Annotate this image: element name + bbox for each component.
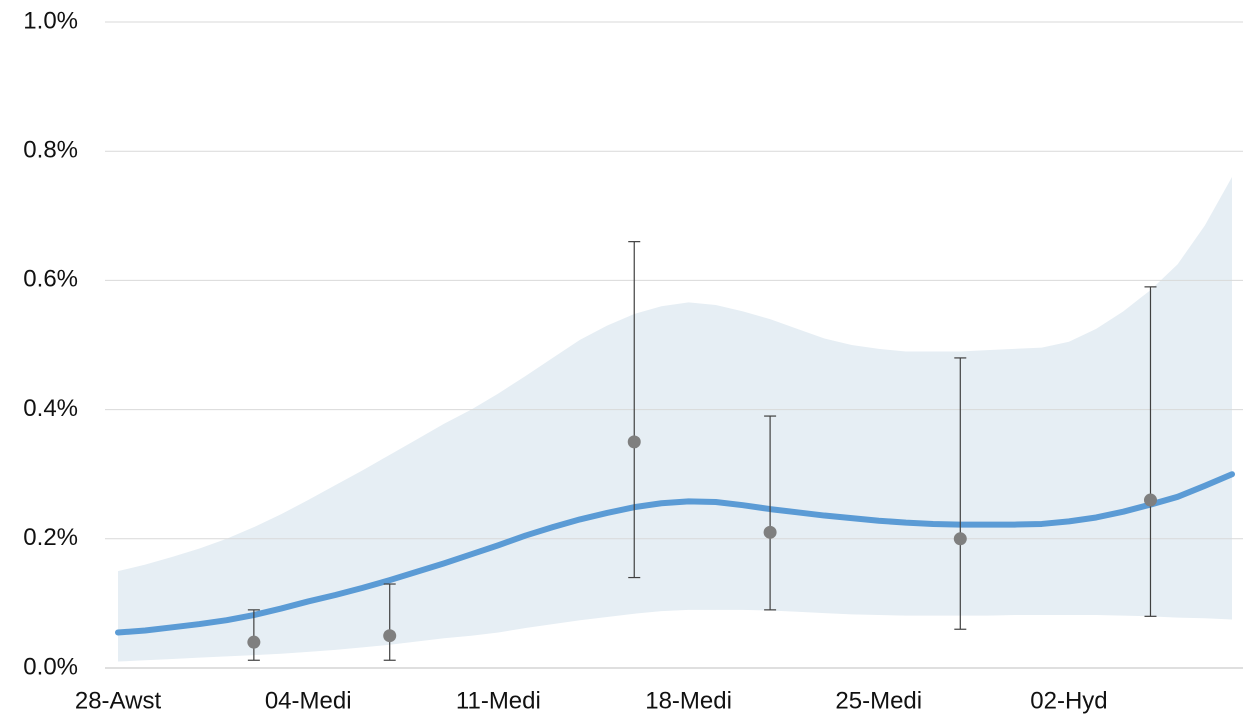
y-tick-label: 0.6% — [23, 266, 78, 293]
y-tick-label: 0.0% — [23, 653, 78, 680]
data-point — [763, 525, 777, 539]
trend-line — [115, 471, 1235, 636]
x-tick-label: 28-Awst — [75, 687, 162, 714]
data-point — [953, 532, 967, 546]
x-tick-label: 04-Medi — [265, 687, 352, 714]
x-tick-label: 02-Hyd — [1030, 687, 1107, 714]
data-point — [1143, 493, 1157, 507]
y-tick-label: 0.2% — [23, 524, 78, 551]
y-tick-label: 0.4% — [23, 395, 78, 422]
x-tick-label: 18-Medi — [645, 687, 732, 714]
y-tick-label: 1.0% — [23, 7, 78, 34]
data-point — [247, 635, 261, 649]
y-tick-label: 0.8% — [23, 137, 78, 164]
confidence-band — [118, 177, 1232, 662]
x-tick-label: 11-Medi — [456, 687, 541, 714]
data-point — [383, 629, 397, 643]
data-point — [627, 435, 641, 449]
x-tick-label: 25-Medi — [835, 687, 922, 714]
